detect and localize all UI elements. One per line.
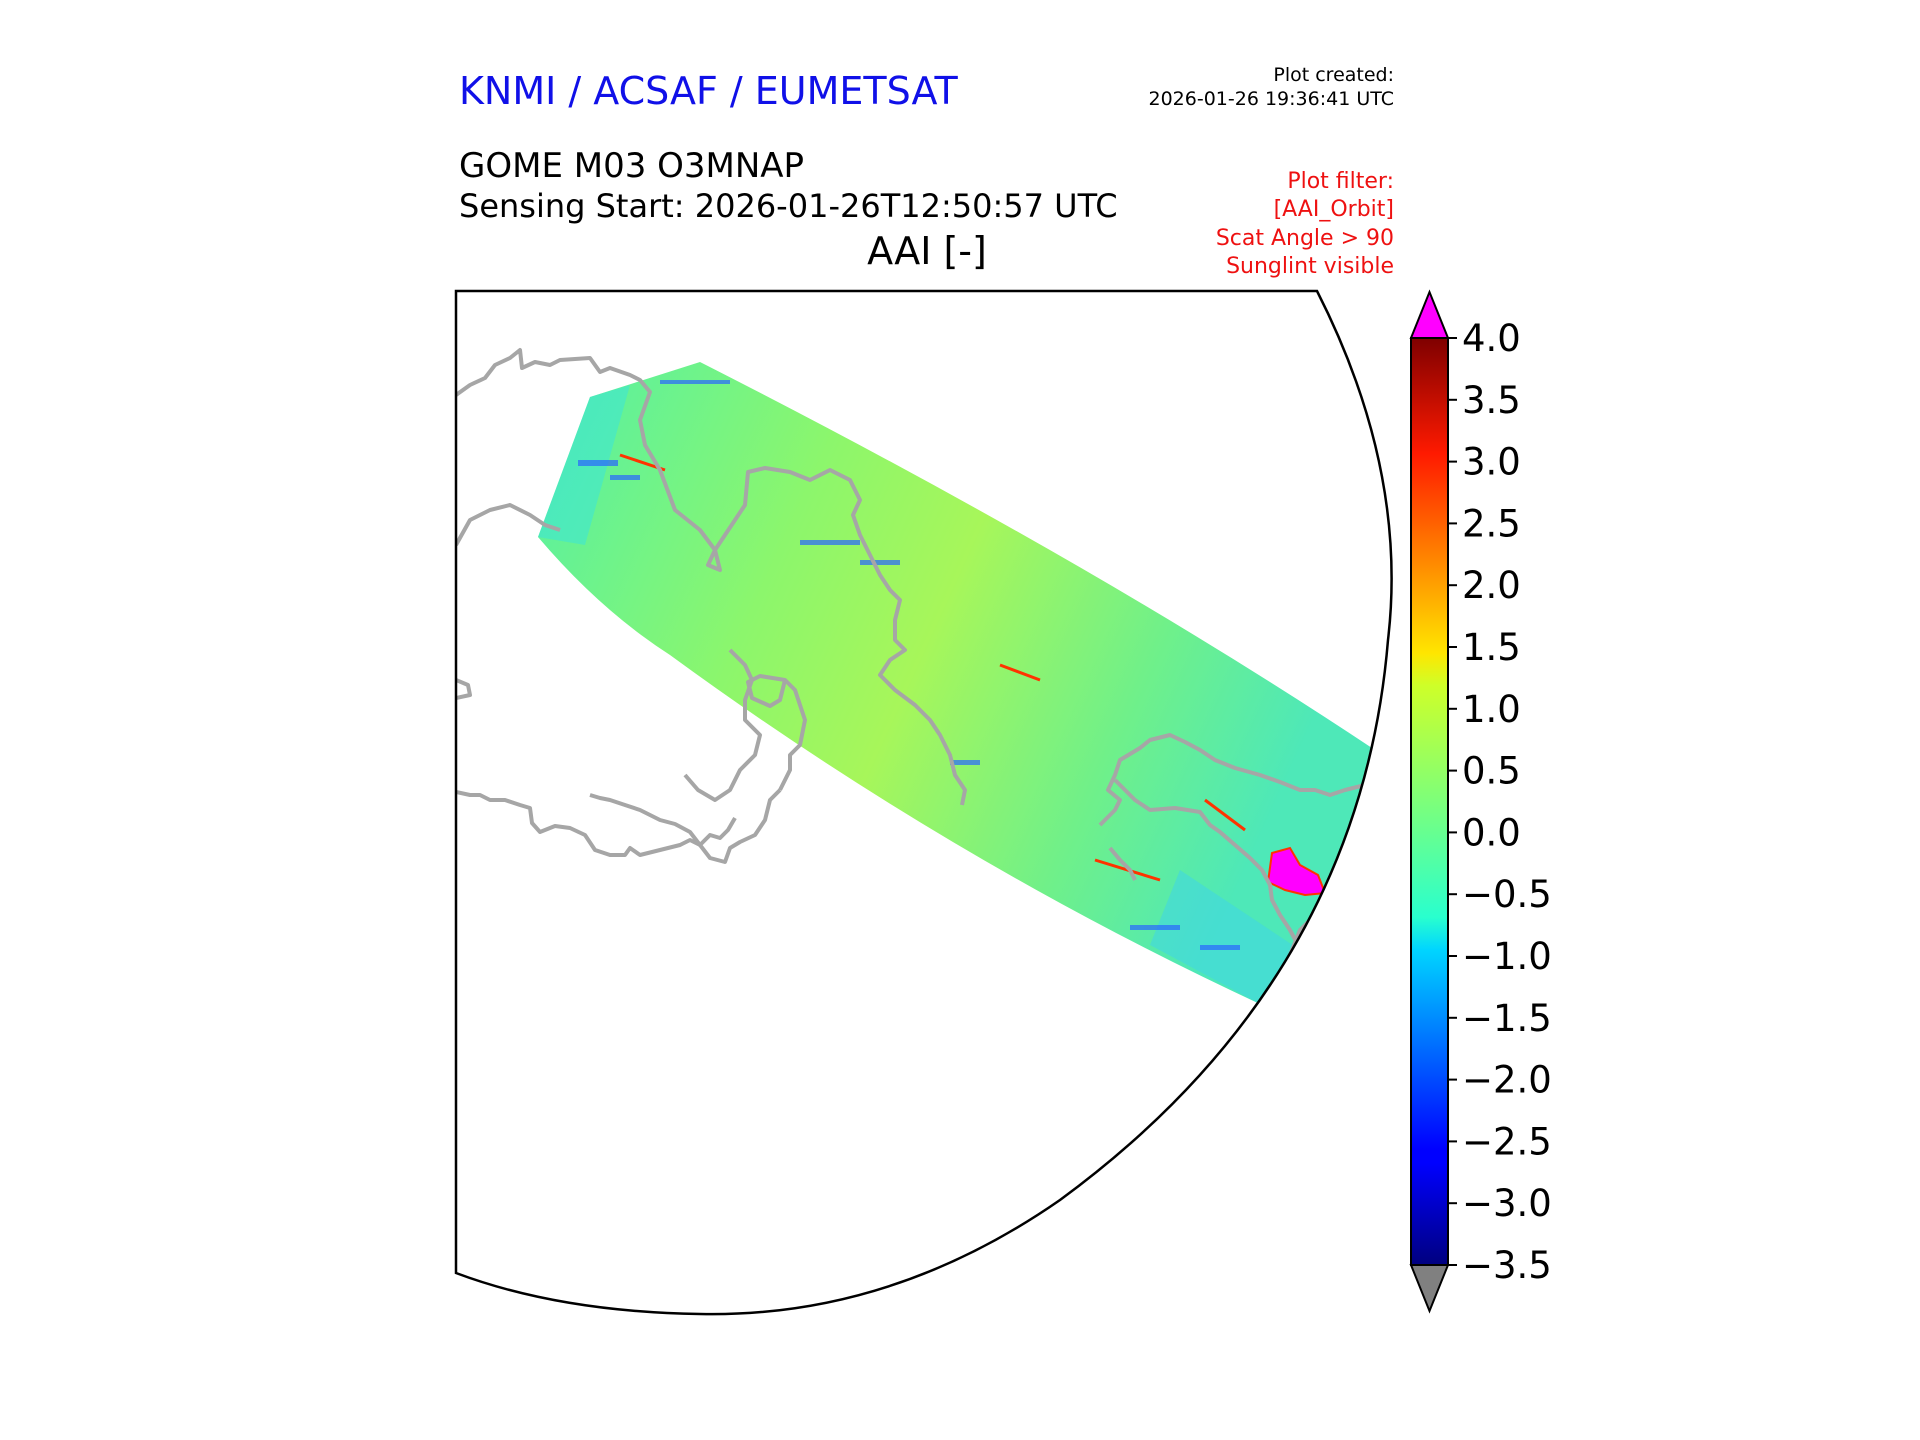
- plot-created-label: Plot created:: [1273, 64, 1394, 86]
- plot-filter-name: [AAI_Orbit]: [1273, 197, 1394, 222]
- colorbar-tick-label: −0.5: [1462, 873, 1552, 916]
- colorbar-tick-label: −2.0: [1462, 1059, 1552, 1102]
- plot-filter-sunglint: Sunglint visible: [1226, 254, 1394, 279]
- plot-filter-scat-angle: Scat Angle > 90: [1215, 226, 1394, 251]
- low-aai-speckles: [578, 380, 1240, 950]
- map-boundary: [454, 289, 1393, 1316]
- colorbar-tick-label: −1.5: [1462, 997, 1552, 1040]
- colorbar-over-extension: [1409, 289, 1450, 339]
- colorbar-gradient: [1410, 337, 1449, 1266]
- colorbar-tick-label: 0.5: [1462, 750, 1521, 793]
- colorbar: 4.0 3.5 3.0 2.5 2.0 1.5 1.0 0.5 0.0 −0.5 −1.0 −1.5 −…: [1409, 289, 1552, 1314]
- plot-filter-label: Plot filter:: [1287, 169, 1394, 194]
- variable-title: AAI [-]: [867, 229, 987, 273]
- sensing-start: Sensing Start: 2026-01-26T12:50:57 UTC: [459, 187, 1118, 225]
- colorbar-tick-label: 2.5: [1462, 502, 1521, 545]
- product-title: GOME M03 O3MNAP: [459, 146, 805, 186]
- plot-created-timestamp: 2026-01-26 19:36:41 UTC: [1148, 88, 1395, 110]
- colorbar-ticks: 4.0 3.5 3.0 2.5 2.0 1.5 1.0 0.5 0.0 −0.5 −1.0 −1.5 −…: [1448, 317, 1552, 1287]
- colorbar-tick-label: 3.0: [1462, 441, 1521, 484]
- colorbar-under-extension: [1409, 1264, 1450, 1314]
- colorbar-tick-label: −1.0: [1462, 935, 1552, 978]
- colorbar-tick-label: −2.5: [1462, 1120, 1552, 1163]
- colorbar-tick-label: −3.5: [1462, 1244, 1552, 1287]
- colorbar-tick-label: 1.0: [1462, 688, 1521, 731]
- colorbar-tick-label: 2.0: [1462, 564, 1521, 607]
- aai-swath: [538, 362, 1375, 1005]
- colorbar-tick-label: 0.0: [1462, 811, 1521, 854]
- colorbar-tick-label: 4.0: [1462, 317, 1521, 360]
- organization-title: KNMI / ACSAF / EUMETSAT: [459, 69, 958, 113]
- colorbar-tick-label: 3.5: [1462, 379, 1521, 422]
- colorbar-tick-label: 1.5: [1462, 626, 1521, 669]
- map-area: [456, 348, 1375, 1005]
- swath-right-edge-tint: [1150, 870, 1300, 1005]
- colorbar-tick-label: −3.0: [1462, 1182, 1552, 1225]
